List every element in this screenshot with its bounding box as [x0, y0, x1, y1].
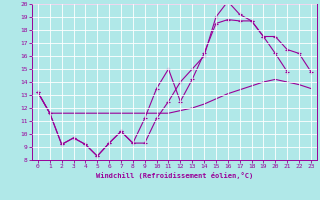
X-axis label: Windchill (Refroidissement éolien,°C): Windchill (Refroidissement éolien,°C)	[96, 172, 253, 179]
